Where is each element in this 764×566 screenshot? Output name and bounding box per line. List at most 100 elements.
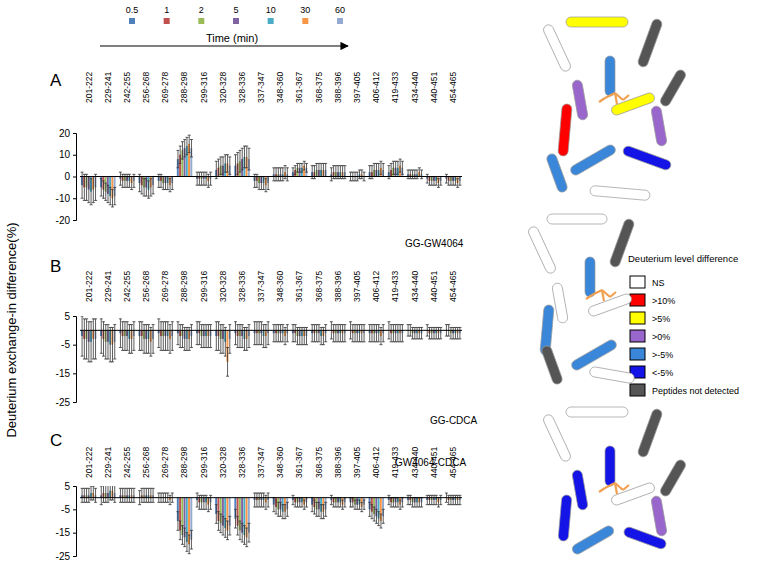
error-bar <box>163 177 164 190</box>
error-bar <box>148 325 149 354</box>
error-bar <box>184 327 185 350</box>
error-bar <box>457 327 458 338</box>
error-bar <box>141 488 142 502</box>
error-cap <box>267 189 270 190</box>
error-bar <box>400 325 401 342</box>
category-label: 229-241 <box>103 271 113 302</box>
error-cap <box>238 172 241 173</box>
series: 6060606060606060606060606060606060606060 <box>94 319 461 359</box>
error-bar <box>391 498 392 507</box>
tick: 388-396 <box>333 447 343 478</box>
error-bar <box>148 488 149 502</box>
error-cap <box>209 185 212 186</box>
error-bar <box>242 523 243 542</box>
error-cap <box>377 163 380 164</box>
error-bar <box>457 495 458 504</box>
panel: 0.50.50.50.50.50.50.50.50.50.50.50.50.50… <box>50 71 464 249</box>
series: 1010101010101010101010101010101010101010 <box>90 322 457 362</box>
error-bar <box>259 177 260 190</box>
error-bar <box>448 177 449 186</box>
helix <box>605 446 615 486</box>
error-cap <box>255 187 258 188</box>
error-cap <box>458 327 461 328</box>
tick-mark <box>73 220 76 221</box>
error-bar <box>101 486 102 505</box>
error-cap <box>181 347 184 348</box>
error-cap <box>247 523 250 524</box>
ligand-bond <box>623 485 629 490</box>
error-cap <box>171 321 174 322</box>
error-bar <box>395 498 396 507</box>
error-bar <box>235 322 236 345</box>
error-bar <box>321 163 322 176</box>
error-bar <box>318 163 319 176</box>
error-cap <box>281 341 284 342</box>
error-cap <box>382 163 385 164</box>
category-label: 328-336 <box>237 72 247 103</box>
error-bar <box>391 325 392 342</box>
error-bar <box>306 163 307 172</box>
error-bar <box>191 325 192 348</box>
error-cap <box>396 507 399 508</box>
error-bar <box>180 146 181 163</box>
category-label: 320-328 <box>218 447 228 478</box>
tick-mark <box>73 198 76 199</box>
error-cap <box>152 353 155 354</box>
error-bar <box>459 327 460 338</box>
tick: 320-328 <box>218 271 228 302</box>
tick: 397-405 <box>352 72 362 103</box>
error-cap <box>222 174 225 175</box>
error-bar <box>84 319 85 359</box>
error-bar <box>400 159 401 172</box>
error-cap <box>445 183 448 184</box>
error-cap <box>132 488 135 489</box>
error-bar <box>170 325 171 354</box>
error-bar <box>263 493 264 507</box>
error-cap <box>245 327 248 328</box>
category-label: 337-347 <box>256 72 266 103</box>
helix <box>542 23 572 73</box>
error-cap <box>363 500 366 501</box>
error-cap <box>87 502 90 503</box>
tick-label: 0 <box>64 171 70 182</box>
error-bar <box>357 325 358 342</box>
error-cap <box>113 359 116 360</box>
error-cap <box>368 516 371 517</box>
error-bar <box>261 493 262 507</box>
error-bar <box>434 495 435 504</box>
category-label: 434-440 <box>410 72 420 103</box>
error-bar <box>186 327 187 350</box>
error-bar <box>318 502 319 516</box>
error-cap <box>245 146 248 147</box>
tick: 440-451 <box>429 72 439 103</box>
error-bar <box>410 495 411 504</box>
error-cap <box>104 200 107 201</box>
tick: 368-375 <box>314 271 324 302</box>
error-cap <box>426 336 429 337</box>
error-cap <box>176 167 179 168</box>
error-bar <box>421 327 422 338</box>
error-bar <box>216 322 217 351</box>
error-cap <box>401 174 404 175</box>
error-cap <box>119 318 122 319</box>
error-cap <box>379 174 382 175</box>
error-cap <box>260 344 263 345</box>
error-cap <box>439 185 442 186</box>
tick: 201-222 <box>84 271 94 302</box>
error-cap <box>147 324 150 325</box>
error-cap <box>317 516 320 517</box>
tick: 20 <box>59 128 76 139</box>
error-bar <box>141 177 142 194</box>
tick: 201-222 <box>84 447 94 478</box>
category-label: 256-268 <box>141 447 151 478</box>
error-bar <box>229 325 230 354</box>
error-bar <box>369 502 370 516</box>
error-bar <box>172 177 173 190</box>
bars: 0.50.50.50.50.50.50.50.50.50.50.50.50.50… <box>81 486 462 554</box>
error-cap <box>130 189 133 190</box>
helix <box>547 214 607 224</box>
error-cap <box>106 324 109 325</box>
error-bar <box>393 325 394 342</box>
tick: -10 <box>56 193 76 204</box>
bars: 0.50.50.50.50.50.50.50.50.50.50.50.50.50… <box>81 135 462 207</box>
